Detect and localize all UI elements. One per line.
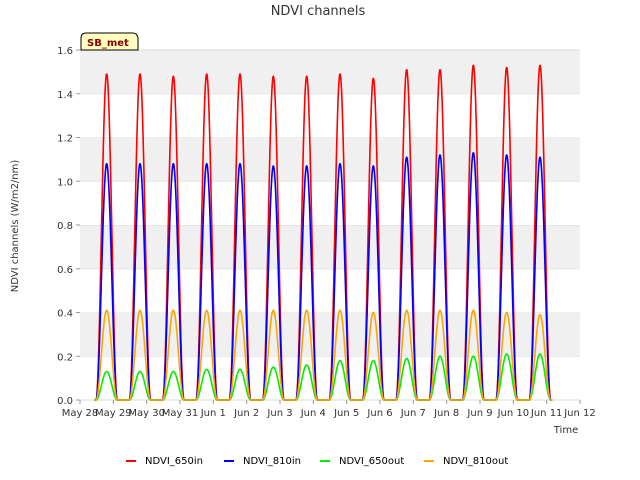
grid-bands — [80, 49, 580, 401]
grid-band — [80, 137, 580, 182]
x-tick-label: Jun 5 — [333, 408, 359, 419]
chart-title: NDVI channels — [271, 4, 366, 19]
series-line-NDVI_810out — [93, 309, 553, 401]
x-tick-label: Jun 8 — [433, 408, 459, 419]
x-tick-label: Jun 7 — [400, 408, 426, 419]
y-tick-label: 1.4 — [57, 90, 73, 101]
y-axis-ticks: 0.0 0.2 0.4 0.6 0.8 1.0 1.2 1.4 1.6 — [57, 46, 80, 407]
site-badge: SB_met — [80, 32, 139, 51]
x-tick-label: Jun 11 — [530, 408, 563, 419]
grid-band — [80, 93, 580, 138]
x-tick-label: Jun 10 — [497, 408, 530, 419]
y-tick-label: 1.0 — [57, 177, 73, 188]
x-tick-label: May 31 — [162, 408, 199, 419]
grid-band — [80, 268, 580, 313]
legend-label: NDVI_810out — [443, 456, 508, 467]
x-tick-label: Jun 12 — [563, 408, 596, 419]
x-tick-label: Jun 3 — [266, 408, 292, 419]
x-tick-label: May 30 — [128, 408, 165, 419]
x-tick-label: May 28 — [62, 408, 99, 419]
y-tick-label: 0.4 — [57, 309, 73, 320]
site-badge-box — [80, 32, 139, 51]
grid-band — [80, 225, 580, 269]
y-axis-label: NDVI channels (W/m2/nm) — [10, 160, 21, 293]
legend-label: NDVI_810in — [243, 456, 301, 467]
y-tick-label: 1.2 — [57, 134, 73, 145]
y-tick-label: 1.6 — [57, 46, 73, 57]
legend-label: NDVI_650in — [145, 456, 203, 467]
legend-label: NDVI_650out — [339, 456, 404, 467]
y-tick-label: 0.2 — [57, 352, 73, 363]
x-tick-label: May 29 — [95, 408, 132, 419]
x-tick-label: Jun 9 — [466, 408, 492, 419]
grid-band — [80, 312, 580, 357]
x-tick-label: Jun 6 — [366, 408, 392, 419]
series-lines — [93, 64, 553, 401]
x-axis-label: Time — [553, 425, 578, 436]
y-tick-label: 0.6 — [57, 265, 73, 276]
y-tick-label: 0.8 — [57, 221, 73, 232]
x-tick-label: Jun 2 — [233, 408, 259, 419]
x-tick-label: Jun 1 — [200, 408, 226, 419]
site-label: SB_met — [87, 38, 129, 49]
grid-band — [80, 181, 580, 225]
y-tick-label: 0.0 — [57, 396, 73, 407]
grid-band — [80, 50, 580, 94]
legend: NDVI_650in NDVI_810in NDVI_650out NDVI_810o… — [126, 456, 508, 467]
x-tick-label: Jun 4 — [300, 408, 326, 419]
